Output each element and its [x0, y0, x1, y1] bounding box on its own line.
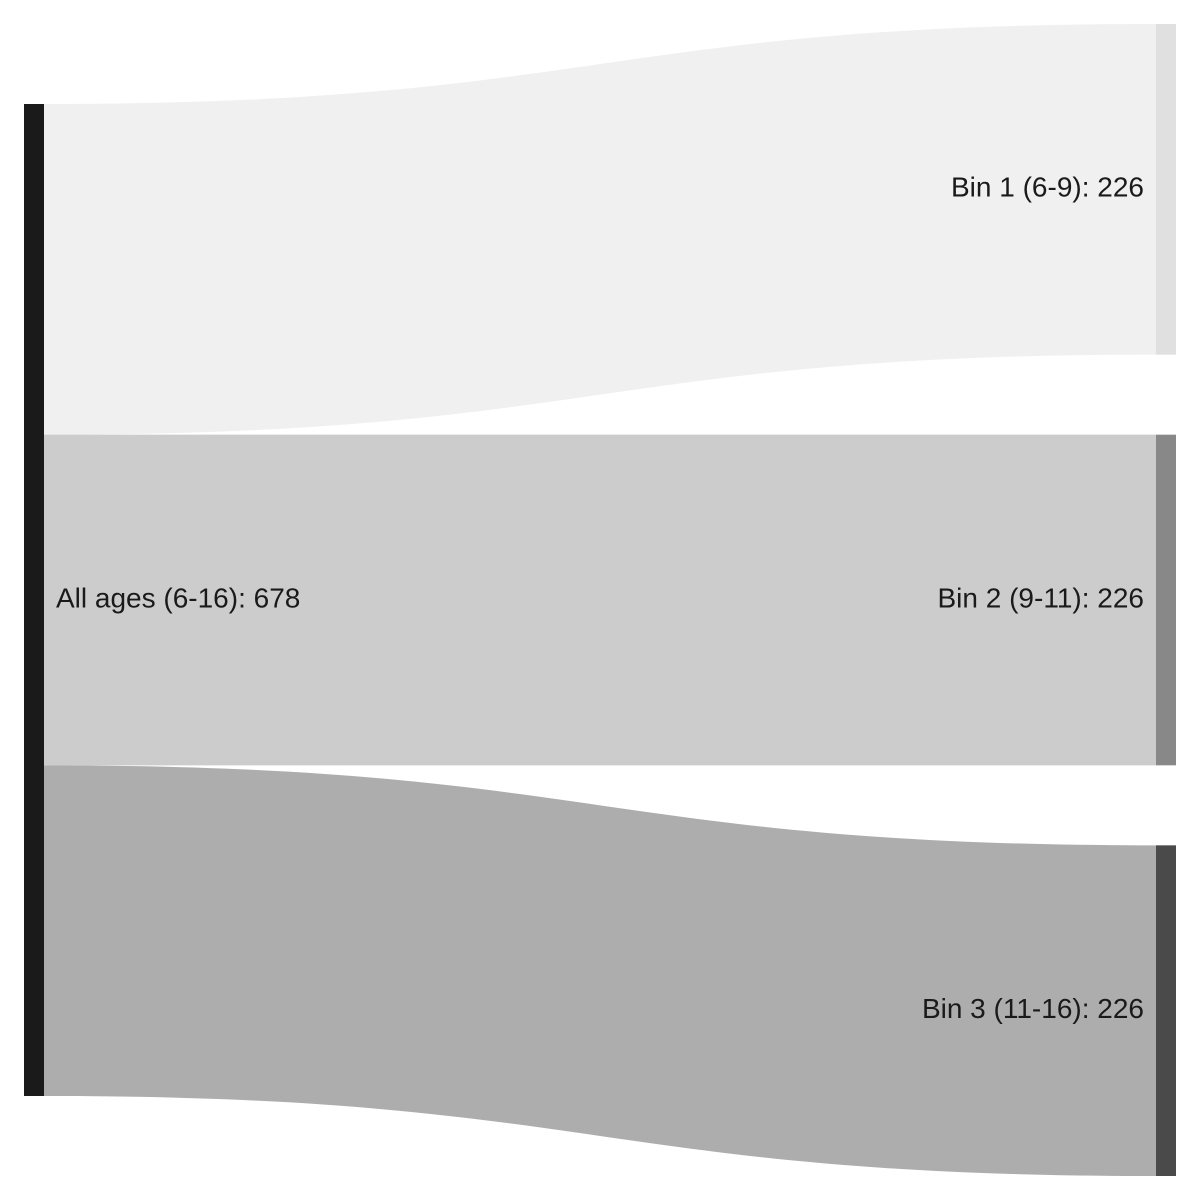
sankey-link-bin3: [44, 765, 1156, 1176]
sankey-link-bin2: [44, 434, 1156, 766]
sankey-node-bin2: [1156, 434, 1176, 766]
sankey-nodes: [24, 24, 1176, 1176]
sankey-links: [44, 24, 1156, 1176]
sankey-labels: All ages (6-16): 678 Bin 1 (6-9): 226 Bin …: [56, 172, 1144, 1024]
sankey-label-bin2: Bin 2 (9-11): 226: [938, 582, 1145, 613]
sankey-label-bin3: Bin 3 (11-16): 226: [922, 993, 1144, 1024]
sankey-link-bin1: [44, 24, 1156, 435]
sankey-node-all: [24, 104, 44, 1096]
sankey-label-all: All ages (6-16): 678: [56, 582, 300, 613]
sankey-node-bin3: [1156, 845, 1176, 1176]
sankey-label-bin1: Bin 1 (6-9): 226: [951, 172, 1144, 203]
sankey-node-bin1: [1156, 24, 1176, 355]
